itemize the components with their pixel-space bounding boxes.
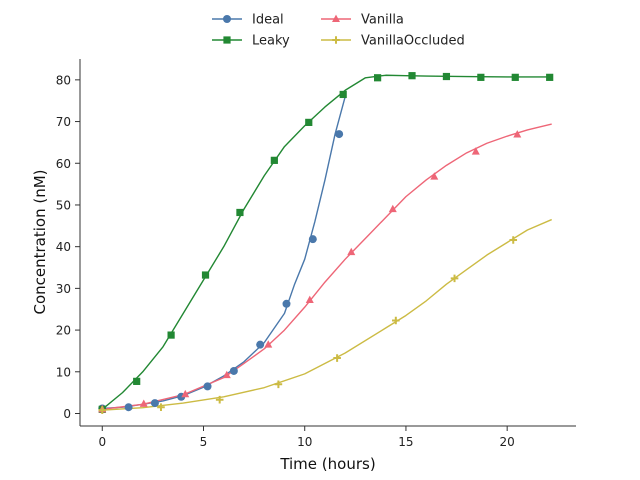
x-tick-label: 5 [200,435,208,449]
data-point-vanillaoccluded [157,403,165,412]
data-point-ideal [256,340,265,349]
x-tick-label: 20 [500,435,515,449]
data-point-ideal [229,366,238,375]
data-point-ideal [150,399,159,408]
data-point-ideal [203,382,212,391]
data-point-vanilla [388,204,397,213]
data-point-leaky [477,73,485,81]
y-axis: 0 10 20 30 40 50 60 70 80 [56,59,81,426]
legend-marker [332,14,340,22]
y-ticks: 0 10 20 30 40 50 60 70 80 [56,73,80,421]
y-tick-label: 20 [56,324,71,338]
data-point-leaky [408,72,416,80]
x-tick-label: 15 [398,435,413,449]
x-tick-label: 0 [98,435,106,449]
x-axis: 0 5 10 15 20 [80,425,576,449]
legend-item-ideal: Ideal [212,13,284,28]
y-tick-label: 60 [56,157,71,171]
data-point-leaky [511,73,519,81]
legend-label: VanillaOccluded [361,34,465,49]
x-axis-title: Time (hours) [279,455,375,473]
y-tick-label: 0 [63,407,71,421]
data-point-ideal [335,130,344,139]
data-point-vanillaoccluded [274,380,283,389]
data-point-leaky [374,74,382,82]
legend-label: Ideal [252,13,284,28]
legend-item-vanillaoccluded: VanillaOccluded [321,34,465,49]
data-point-vanilla [430,172,439,180]
data-point-vanillaoccluded [333,354,341,362]
data-point-vanilla [264,340,273,348]
y-tick-label: 70 [56,115,71,129]
data-point-vanilla [222,370,231,379]
legend-marker [223,36,231,44]
y-tick-label: 40 [56,240,71,254]
y-tick-label: 50 [56,198,71,212]
legend-item-vanilla: Vanilla [321,13,404,28]
data-point-leaky [546,73,554,81]
y-tick-label: 30 [56,282,71,296]
data-point-vanilla [513,130,522,138]
data-point-vanillaoccluded [509,236,518,244]
legend-label: Leaky [252,34,290,49]
series-line-vanilla [102,123,552,411]
data-point-leaky [270,156,278,164]
series-line-vanillaoccluded [102,218,552,411]
y-axis-title: Concentration (nM) [31,169,49,314]
data-point-ideal [282,299,291,308]
data-point-vanillaoccluded [98,406,107,414]
legend-marker [223,15,231,23]
y-tick-label: 80 [56,73,71,87]
x-tick-label: 10 [297,435,312,449]
series-line-leaky [101,74,548,410]
data-point-leaky [339,90,347,99]
data-point-ideal [124,403,133,412]
data-point-leaky [305,118,313,126]
data-point-vanilla [139,399,148,407]
series-line-ideal [102,96,346,410]
legend: Ideal Leaky Vanilla VanillaOccluded [212,13,465,49]
data-point-leaky [201,271,210,279]
y-tick-label: 10 [56,365,71,379]
x-ticks: 0 5 10 15 20 [98,426,515,449]
data-point-vanilla [305,295,314,304]
data-point-vanilla [471,147,480,155]
data-point-leaky [167,331,175,339]
plot-lines [101,74,552,411]
data-point-vanillaoccluded [215,395,224,404]
data-point-leaky [133,377,141,385]
plot-markers [98,72,554,414]
data-point-vanillaoccluded [450,274,459,283]
legend-label: Vanilla [361,13,404,28]
data-point-leaky [236,208,244,217]
data-point-ideal [308,235,317,244]
data-point-vanilla [347,247,356,256]
data-point-vanillaoccluded [392,316,400,325]
legend-item-leaky: Leaky [212,34,290,49]
data-point-vanilla [181,389,190,398]
data-point-leaky [442,72,451,81]
legend-marker [332,36,340,44]
